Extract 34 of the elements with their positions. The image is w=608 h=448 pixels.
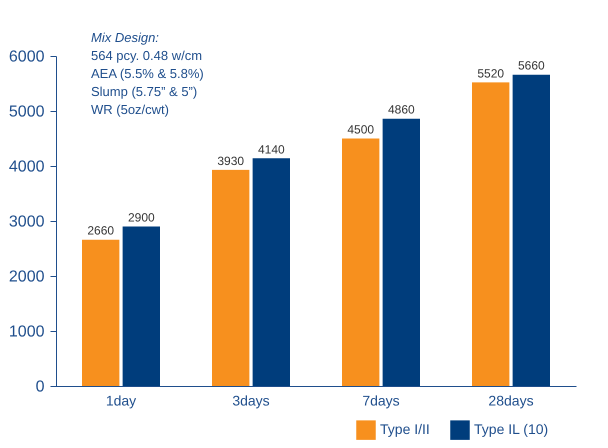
x-tick-label: 1day — [106, 392, 136, 408]
bar — [82, 240, 120, 386]
data-label: 3930 — [217, 154, 244, 168]
bar — [122, 226, 160, 386]
y-tick-label: 4000 — [8, 158, 45, 176]
bar — [212, 170, 250, 386]
legend-label: Type I/II — [380, 421, 430, 438]
y-tick-label: 2000 — [8, 268, 45, 286]
data-label: 4140 — [258, 142, 285, 156]
annotation: AEA (5.5% & 5.8%) — [91, 66, 204, 81]
bar — [252, 158, 290, 386]
data-label: 2660 — [87, 224, 114, 238]
text: Mix Design: — [91, 30, 160, 45]
annotation: Slump (5.75” & 5”) — [91, 84, 198, 99]
bar — [382, 118, 420, 386]
x-tick-label: 7days — [362, 392, 400, 408]
bar — [472, 82, 510, 386]
y-tick-label: 5000 — [8, 104, 45, 120]
bar — [342, 138, 380, 386]
y-tick-label: 1000 — [8, 324, 45, 340]
y-tick-label: 0 — [36, 378, 45, 396]
data-label: 4860 — [388, 102, 415, 117]
data-label: 4500 — [347, 122, 374, 136]
data-label: 5520 — [477, 66, 504, 80]
annotation: 564 pcy. 0.48 w/cm — [91, 48, 202, 63]
y-tick-label: 3000 — [8, 214, 45, 230]
y-tick-label: 6000 — [8, 48, 45, 66]
x-tick-label: 28days — [488, 392, 534, 408]
x-tick-label: 3days — [232, 392, 270, 408]
bar — [512, 74, 550, 386]
legend-label: Type IL (10) — [474, 421, 548, 438]
data-label: 5660 — [518, 58, 545, 73]
data-label: 2900 — [128, 210, 155, 224]
annotation: WR (5oz/cwt) — [91, 102, 169, 117]
